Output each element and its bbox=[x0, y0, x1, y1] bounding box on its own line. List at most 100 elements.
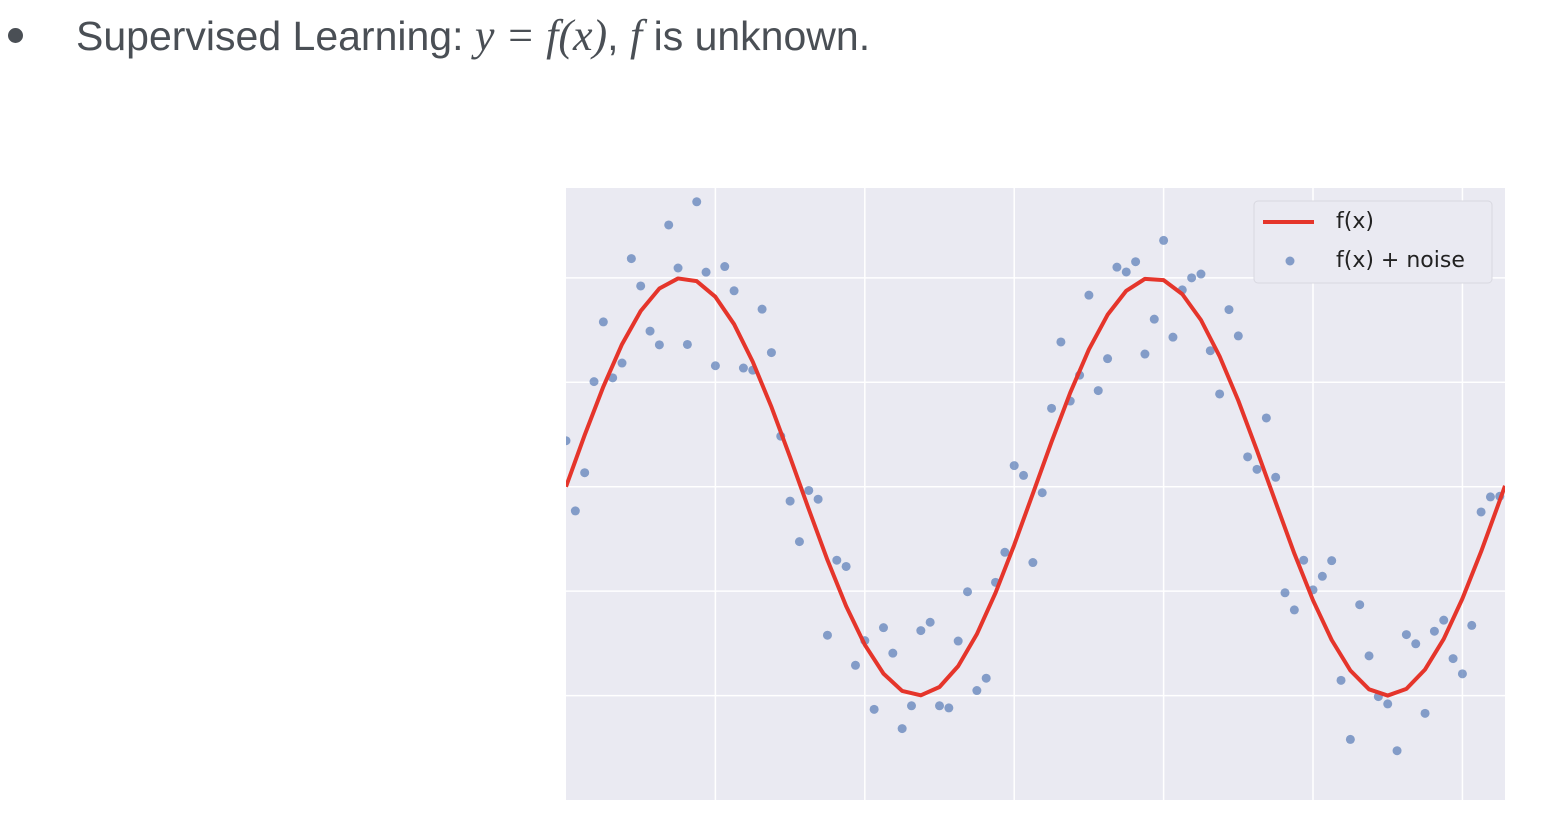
bullet-dot bbox=[8, 28, 23, 43]
point bbox=[841, 561, 851, 571]
point bbox=[1028, 558, 1038, 568]
point bbox=[645, 326, 655, 336]
point bbox=[1317, 571, 1327, 581]
point bbox=[1131, 257, 1141, 267]
point bbox=[682, 339, 692, 349]
point bbox=[1009, 461, 1019, 471]
point bbox=[589, 377, 599, 387]
legend-label: f(x) bbox=[1336, 209, 1374, 234]
point bbox=[710, 361, 720, 371]
point bbox=[1261, 413, 1271, 423]
point bbox=[701, 267, 711, 277]
point bbox=[692, 197, 702, 207]
point bbox=[1103, 354, 1113, 364]
legend-label: f(x) + noise bbox=[1336, 248, 1465, 273]
point bbox=[1243, 452, 1253, 462]
point bbox=[972, 686, 982, 696]
point bbox=[1019, 470, 1029, 480]
point bbox=[1457, 669, 1467, 679]
point bbox=[720, 262, 730, 272]
point bbox=[925, 617, 935, 627]
point bbox=[1271, 472, 1281, 482]
point bbox=[1411, 639, 1421, 649]
point bbox=[654, 340, 664, 350]
point bbox=[1364, 651, 1374, 661]
point bbox=[963, 587, 973, 597]
bullet: Supervised Learning: y = f(x), f is unkn… bbox=[0, 8, 870, 64]
point bbox=[916, 626, 926, 636]
point bbox=[608, 373, 618, 383]
point bbox=[1233, 331, 1243, 341]
point bbox=[1047, 403, 1057, 413]
plot-area bbox=[566, 188, 1505, 800]
point bbox=[570, 506, 580, 516]
point bbox=[1327, 556, 1337, 566]
point bbox=[981, 673, 991, 683]
point bbox=[1299, 555, 1309, 565]
point bbox=[729, 286, 739, 296]
point bbox=[1383, 699, 1393, 709]
point bbox=[1215, 389, 1225, 399]
point bbox=[1205, 346, 1215, 356]
bullet-text: Supervised Learning: y = f(x), f is unkn… bbox=[76, 8, 870, 64]
point bbox=[636, 281, 646, 291]
point bbox=[1280, 588, 1290, 598]
point bbox=[1196, 269, 1206, 279]
point bbox=[1252, 464, 1262, 474]
point bbox=[869, 704, 879, 714]
point bbox=[953, 636, 963, 646]
point bbox=[1000, 547, 1010, 557]
point bbox=[1093, 386, 1103, 396]
point bbox=[813, 494, 823, 504]
point bbox=[757, 304, 767, 314]
point bbox=[664, 220, 674, 230]
point bbox=[1121, 267, 1131, 277]
point bbox=[1476, 507, 1486, 517]
line bbox=[566, 276, 1505, 698]
point bbox=[738, 363, 748, 373]
point bbox=[822, 630, 832, 640]
point bbox=[1112, 262, 1122, 272]
point bbox=[1037, 488, 1047, 498]
point bbox=[850, 660, 860, 670]
point bbox=[1336, 675, 1346, 685]
point bbox=[1159, 235, 1169, 245]
point bbox=[944, 703, 954, 713]
point bbox=[1187, 273, 1197, 283]
point bbox=[1448, 654, 1458, 664]
point bbox=[626, 254, 636, 264]
bullet-text-part: , bbox=[607, 13, 630, 59]
legend-marker bbox=[1285, 256, 1295, 266]
point bbox=[888, 648, 898, 658]
point bbox=[794, 537, 804, 547]
point bbox=[1289, 605, 1299, 615]
point bbox=[598, 317, 608, 327]
bullet-text-part: Supervised Learning: bbox=[76, 13, 475, 59]
math-text: y = f(x) bbox=[474, 11, 608, 60]
point bbox=[1439, 615, 1449, 625]
point bbox=[832, 555, 842, 565]
point bbox=[766, 348, 776, 358]
point bbox=[785, 496, 795, 506]
point bbox=[1056, 337, 1066, 347]
point bbox=[1084, 290, 1094, 300]
point bbox=[1224, 305, 1234, 315]
point bbox=[1392, 746, 1402, 756]
point bbox=[1467, 620, 1477, 630]
point bbox=[617, 358, 627, 368]
point bbox=[566, 436, 571, 446]
point bbox=[897, 724, 907, 734]
point bbox=[906, 701, 916, 711]
point bbox=[1345, 734, 1355, 744]
math-text: f bbox=[629, 11, 643, 60]
point bbox=[1355, 600, 1365, 610]
point bbox=[1140, 349, 1150, 359]
point bbox=[1420, 708, 1430, 718]
point bbox=[1149, 314, 1159, 324]
point bbox=[673, 263, 683, 273]
point bbox=[878, 623, 888, 633]
bullet-text-part: is unknown. bbox=[642, 13, 871, 59]
point bbox=[1401, 630, 1411, 640]
